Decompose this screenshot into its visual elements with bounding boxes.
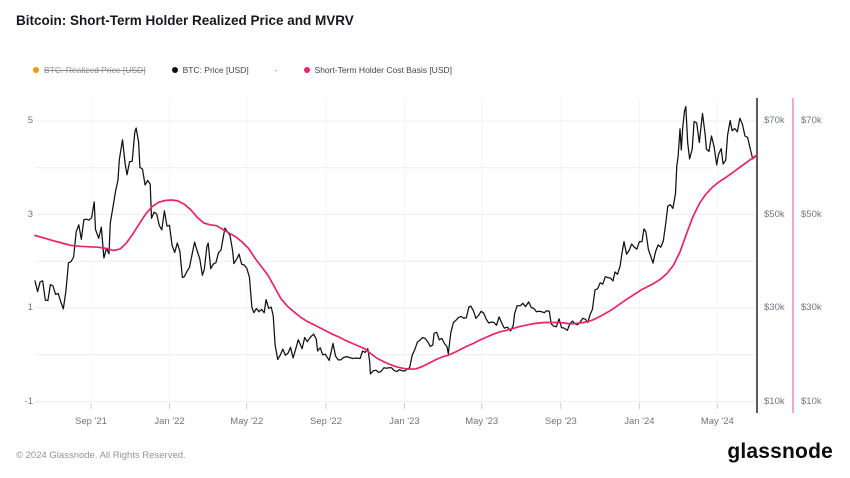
- legend-item-label: -: [274, 65, 278, 75]
- left-axis-tick-label: 3: [27, 208, 33, 220]
- x-axis-tick-label: Sep '23: [544, 416, 577, 427]
- legend-item[interactable]: Short-Term Holder Cost Basis [USD]: [303, 65, 452, 75]
- legend-marker: [33, 67, 39, 73]
- sth-cost-basis-line: [34, 154, 758, 371]
- right-axis-2-tick-label: $30k: [801, 302, 822, 313]
- x-axis-tick-label: Jan '24: [624, 416, 655, 427]
- x-axis-tick-label: Jan '22: [154, 416, 185, 427]
- x-axis-tick-label: Sep '21: [75, 416, 107, 427]
- legend-item-label: BTC: Realized Price [USD]: [44, 65, 146, 75]
- x-axis-tick-label: Sep '22: [309, 416, 342, 427]
- left-axis-tick-label: 1: [27, 302, 33, 313]
- left-axis-tick-label: -1: [24, 395, 33, 407]
- left-axis-tick-label: 5: [27, 115, 33, 126]
- x-axis-tick-label: Jan '23: [389, 416, 420, 427]
- legend: BTC: Realized Price [USD] BTC: Price [USD…: [33, 65, 452, 75]
- x-axis-tick-label: May '24: [700, 416, 734, 427]
- legend-marker: [171, 67, 178, 73]
- page-title: Bitcoin: Short-Term Holder Realized Pric…: [16, 13, 354, 28]
- right-axis-tick-label: $70k: [764, 115, 785, 126]
- btc-price-line: [34, 105, 758, 375]
- right-axis-2-tick-label: $50k: [801, 208, 822, 220]
- legend-item-label: Short-Term Holder Cost Basis [USD]: [314, 65, 452, 75]
- right-axis-2-tick-label: $70k: [801, 115, 822, 126]
- glassnode-logo: glassnode: [727, 440, 833, 463]
- legend-marker: [303, 67, 310, 73]
- legend-item[interactable]: BTC: Realized Price [USD]: [33, 65, 146, 75]
- x-axis-tick-label: May '22: [230, 416, 264, 427]
- legend-item-label: BTC: Price [USD]: [182, 65, 249, 75]
- copyright-text: © 2024 Glassnode. All Rights Reserved.: [16, 450, 186, 461]
- right-axis-tick-label: $50k: [764, 208, 785, 220]
- legend-item[interactable]: -: [275, 65, 278, 75]
- right-axis-tick-label: $30k: [764, 302, 785, 313]
- legend-item[interactable]: BTC: Price [USD]: [171, 65, 249, 75]
- x-axis-tick-label: May '23: [465, 416, 499, 427]
- right-axis-tick-label: $10k: [764, 395, 785, 407]
- right-axis-2-tick-label: $10k: [801, 395, 822, 407]
